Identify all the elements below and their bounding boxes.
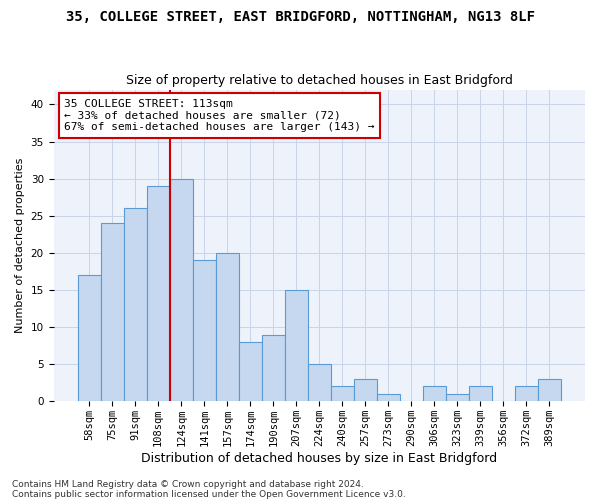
Bar (193, 260, 216, 402)
Bar (423, 386, 446, 402)
Bar (239, 342, 262, 402)
Y-axis label: Number of detached properties: Number of detached properties (15, 158, 25, 333)
Bar (331, 386, 354, 402)
Bar (308, 364, 331, 402)
X-axis label: Distribution of detached houses by size in East Bridgford: Distribution of detached houses by size … (141, 452, 497, 465)
Bar (446, 394, 469, 402)
Bar (354, 379, 377, 402)
Bar (124, 208, 147, 402)
Text: Contains HM Land Registry data © Crown copyright and database right 2024.
Contai: Contains HM Land Registry data © Crown c… (12, 480, 406, 499)
Title: Size of property relative to detached houses in East Bridgford: Size of property relative to detached ho… (126, 74, 513, 87)
Text: 35, COLLEGE STREET, EAST BRIDGFORD, NOTTINGHAM, NG13 8LF: 35, COLLEGE STREET, EAST BRIDGFORD, NOTT… (65, 10, 535, 24)
Text: 35 COLLEGE STREET: 113sqm
← 33% of detached houses are smaller (72)
67% of semi-: 35 COLLEGE STREET: 113sqm ← 33% of detac… (64, 99, 374, 132)
Bar (515, 386, 538, 402)
Bar (469, 386, 492, 402)
Bar (216, 253, 239, 402)
Bar (147, 186, 170, 402)
Bar (101, 223, 124, 402)
Bar (538, 379, 561, 402)
Bar (285, 290, 308, 402)
Bar (262, 334, 285, 402)
Bar (377, 394, 400, 402)
Bar (170, 178, 193, 402)
Bar (77, 275, 101, 402)
